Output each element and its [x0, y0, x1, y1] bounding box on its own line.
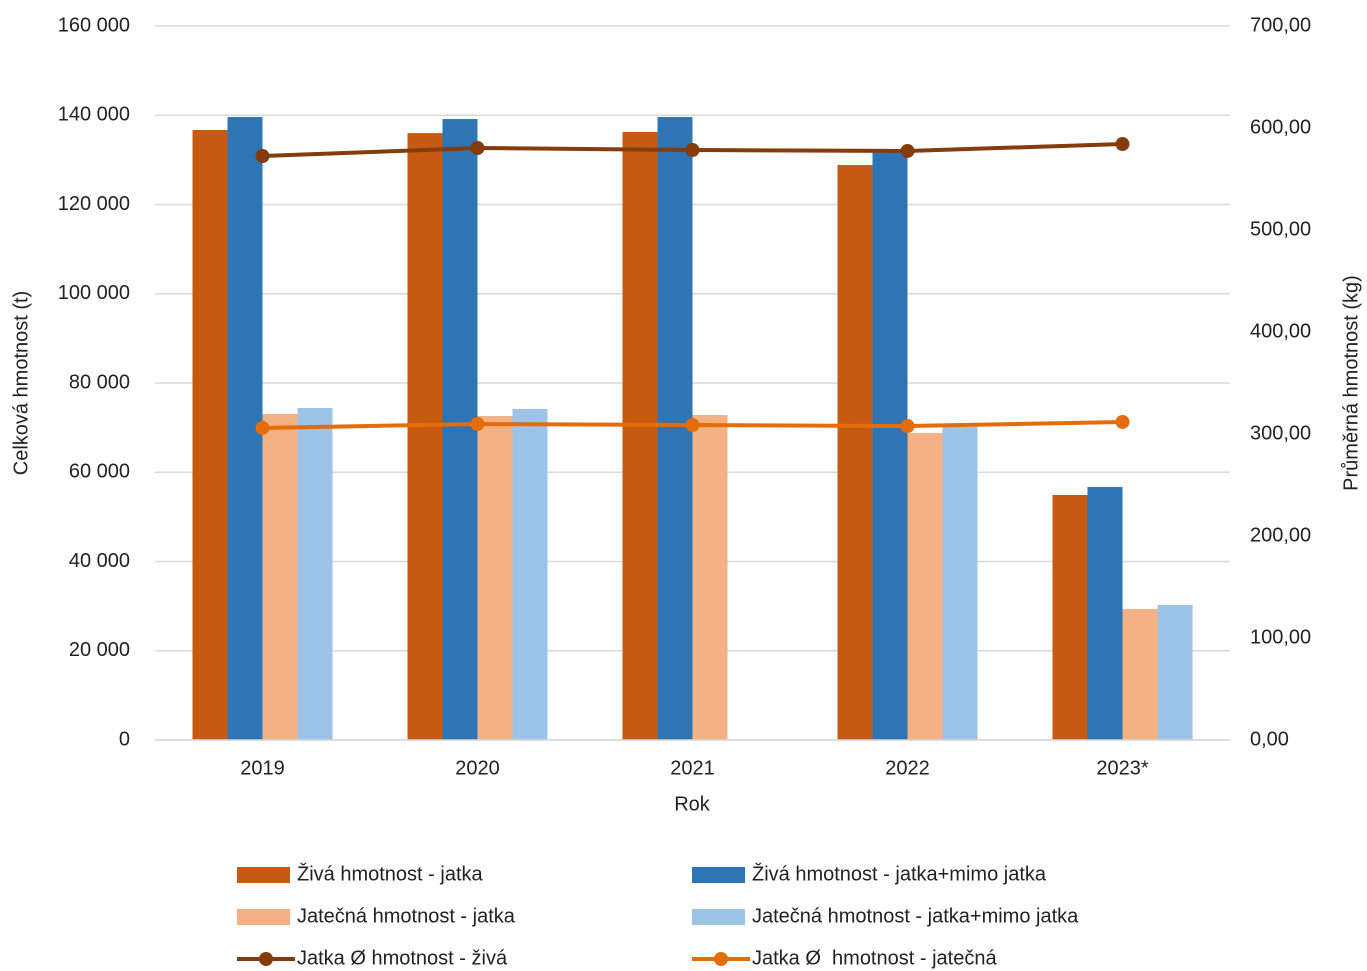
x-tick-label: 2020 [455, 757, 500, 779]
y-tick-label: 80 000 [69, 371, 130, 393]
line-marker [900, 419, 915, 434]
x-tick-label: 2021 [670, 757, 715, 779]
legend-swatch [259, 952, 273, 966]
y2-tick-label: 400,00 [1250, 320, 1311, 342]
y-tick-label: 160 000 [58, 14, 130, 36]
line-marker [685, 143, 700, 158]
legend-label: Jatečná hmotnost - jatka+mimo jatka [752, 905, 1079, 927]
legend-label: Jatka Ø hmotnost - jatečná [752, 947, 997, 969]
y-tick-label: 100 000 [58, 282, 130, 304]
y-tick-label: 60 000 [69, 461, 130, 483]
x-tick-label: 2023* [1096, 757, 1148, 779]
legend-label: Živá hmotnost - jatka [297, 862, 484, 885]
bar [692, 414, 728, 740]
bar [512, 409, 548, 740]
bar [297, 407, 333, 740]
legend-swatch [237, 867, 290, 883]
y2-tick-label: 600,00 [1250, 116, 1311, 138]
y-tick-label: 20 000 [69, 639, 130, 661]
bar [1157, 605, 1193, 740]
bar [1122, 609, 1158, 740]
bar [907, 432, 943, 740]
y-tick-label: 0 [119, 728, 130, 750]
bar [192, 129, 228, 740]
x-axis-title: Rok [674, 793, 711, 815]
y-tick-label: 120 000 [58, 193, 130, 215]
y2-tick-label: 200,00 [1250, 524, 1311, 546]
y-tick-label: 140 000 [58, 104, 130, 126]
legend-swatch [714, 952, 728, 966]
bar [1087, 486, 1123, 740]
legend-label: Živá hmotnost - jatka+mimo jatka [752, 862, 1047, 885]
x-tick-label: 2019 [240, 757, 285, 779]
line-marker [1115, 414, 1130, 429]
bar [942, 427, 978, 740]
y2-axis-title: Průměrná hmotnost (kg) [1340, 275, 1362, 491]
line-marker [685, 418, 700, 433]
bar [442, 119, 478, 741]
y2-tick-label: 0,00 [1250, 728, 1289, 750]
bar [837, 165, 873, 740]
legend-label: Jatka Ø hmotnost - živá [297, 947, 508, 969]
bar [872, 152, 908, 740]
legend-swatch [692, 909, 745, 925]
y2-tick-label: 700,00 [1250, 14, 1311, 36]
y-axis-title: Celková hmotnost (t) [10, 291, 32, 476]
y2-tick-label: 300,00 [1250, 422, 1311, 444]
bar [622, 131, 658, 740]
x-tick-label: 2022 [885, 757, 930, 779]
line-marker [900, 143, 915, 158]
line-marker [470, 417, 485, 432]
legend-label: Jatečná hmotnost - jatka [297, 905, 516, 927]
line-marker [1115, 137, 1130, 152]
y2-tick-label: 500,00 [1250, 218, 1311, 240]
y2-tick-label: 100,00 [1250, 626, 1311, 648]
line-marker [255, 420, 270, 435]
line-marker [255, 149, 270, 164]
bar [262, 414, 298, 740]
bar [407, 133, 443, 741]
line-marker [470, 140, 485, 155]
y-tick-label: 40 000 [69, 550, 130, 572]
legend-swatch [237, 909, 290, 925]
bar [1052, 495, 1088, 740]
legend-swatch [692, 867, 745, 883]
bar [477, 416, 513, 740]
